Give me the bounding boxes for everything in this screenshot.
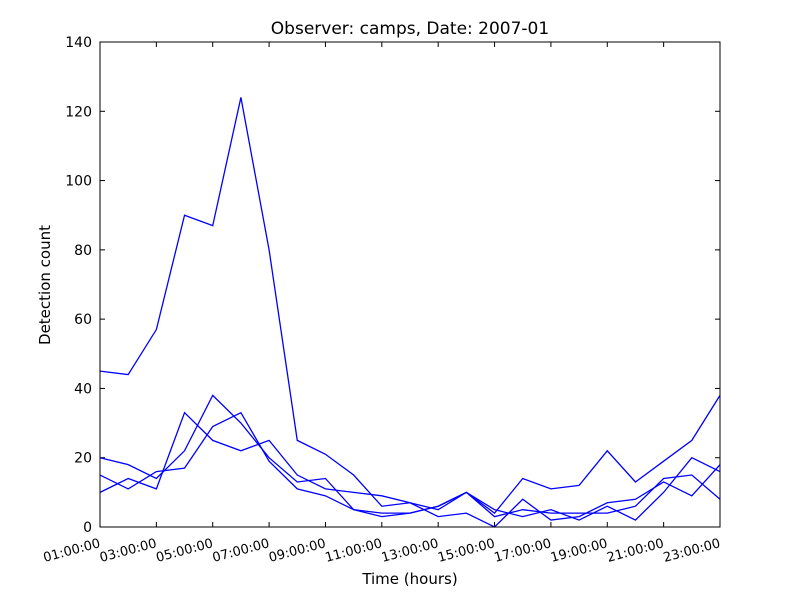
y-tick-label: 0 [83,520,92,536]
y-axis-label: Detection count [36,225,54,345]
y-tick-label: 120 [65,104,92,120]
y-tick-label: 20 [74,451,92,467]
series-line [99,411,721,518]
chart-title: Observer: camps, Date: 2007-01 [271,19,549,39]
x-axis-label: Time (hours) [361,570,457,588]
y-tick-label: 100 [65,174,92,190]
series-line [99,411,721,528]
y-tick-label: 40 [74,381,92,397]
y-tick-label: 60 [74,312,92,328]
y-tick-label: 80 [74,243,92,259]
y-tick-label: 140 [65,35,92,51]
plot-frame [99,41,721,528]
